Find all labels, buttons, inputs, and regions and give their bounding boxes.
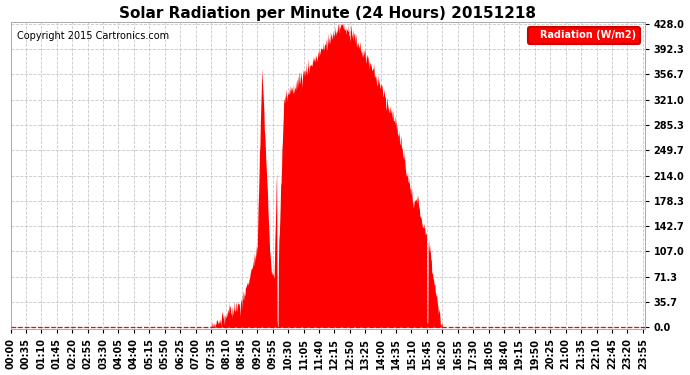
Title: Solar Radiation per Minute (24 Hours) 20151218: Solar Radiation per Minute (24 Hours) 20… <box>119 6 536 21</box>
Legend: Radiation (W/m2): Radiation (W/m2) <box>528 27 640 44</box>
Text: Copyright 2015 Cartronics.com: Copyright 2015 Cartronics.com <box>17 31 169 41</box>
